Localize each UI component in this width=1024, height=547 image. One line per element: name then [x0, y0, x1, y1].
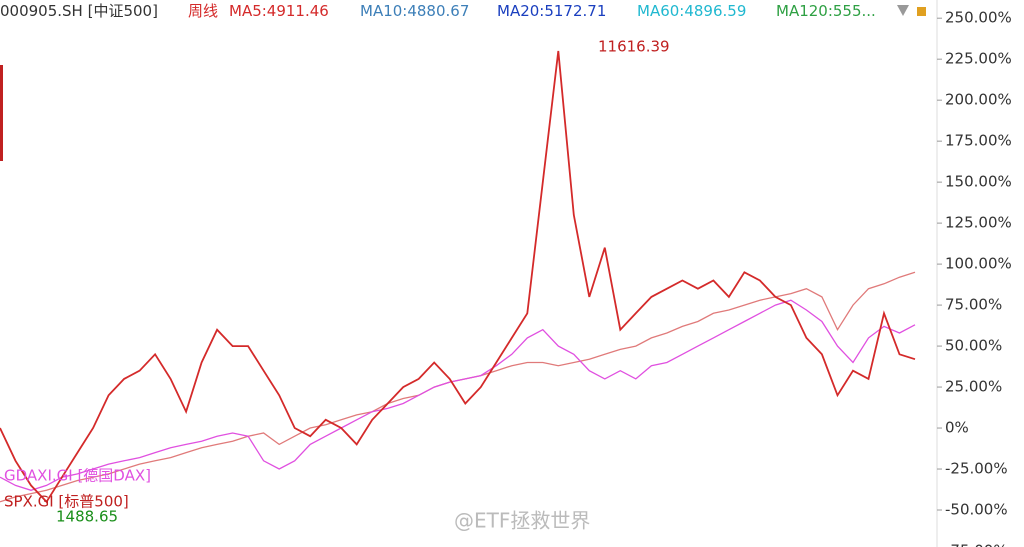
ma120: MA120:555...	[776, 2, 876, 20]
ma5: MA5:4911.46	[229, 2, 329, 20]
y-tick-label: 100.00%	[945, 255, 1012, 273]
period: 周线	[188, 2, 218, 20]
y-tick-label: 200.00%	[945, 91, 1012, 109]
ma20: MA20:5172.71	[497, 2, 606, 20]
high-label: 11616.39	[598, 38, 670, 56]
lock-icon[interactable]	[917, 7, 926, 16]
y-tick-label: 175.00%	[945, 132, 1012, 150]
legend-label: GDAXI.GI [德国DAX]	[4, 467, 151, 485]
ma10: MA10:4880.67	[360, 2, 469, 20]
y-tick-label: 250.00%	[945, 9, 1012, 27]
dropdown-icon[interactable]	[897, 5, 909, 16]
y-tick-label: -25.00%	[945, 460, 1008, 478]
legend-label: SPX.GI [标普500]	[4, 493, 129, 511]
y-tick-label: 75.00%	[945, 296, 1002, 314]
side-marker	[0, 65, 3, 161]
y-tick-label: 0%	[945, 419, 969, 437]
header: 000905.SH [中证500] 周线 MA5:4911.46 MA10:48…	[0, 2, 876, 20]
y-tick-label: -50.00%	[945, 501, 1008, 519]
low-label: 1488.65	[56, 508, 118, 526]
symbol: 000905.SH [中证500]	[0, 2, 158, 20]
watermark: @ETF拯救世界	[454, 509, 590, 533]
ma60: MA60:4896.59	[637, 2, 746, 20]
series-line	[0, 50, 916, 504]
y-tick-label: 225.00%	[945, 50, 1012, 68]
y-tick-label: -75.00%	[945, 542, 1008, 547]
series-line	[0, 299, 916, 491]
y-tick-label: 25.00%	[945, 378, 1002, 396]
y-tick-label: 125.00%	[945, 214, 1012, 232]
y-tick-label: 50.00%	[945, 337, 1002, 355]
y-tick-label: 150.00%	[945, 173, 1012, 191]
